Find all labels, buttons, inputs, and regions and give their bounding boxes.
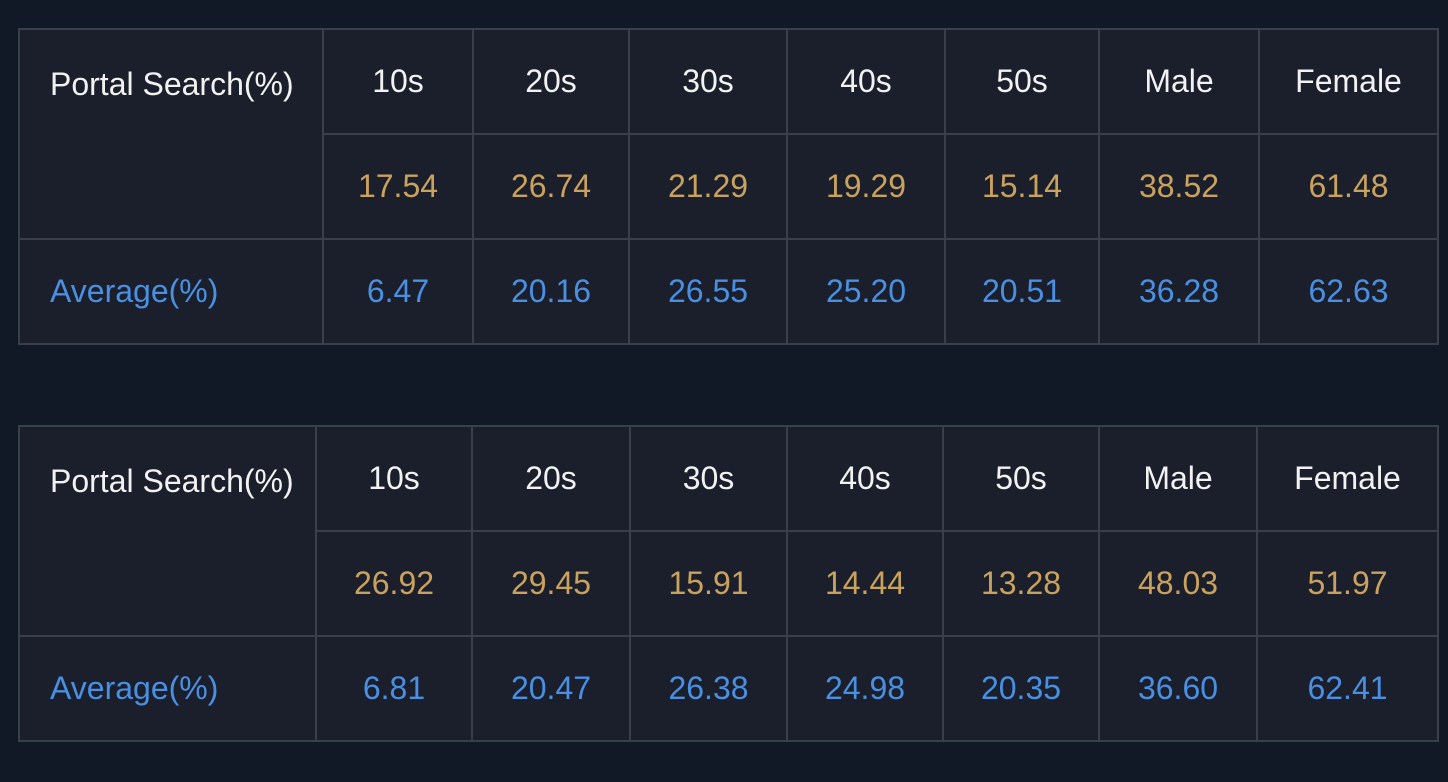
average-cell: 6.81 bbox=[315, 635, 473, 742]
average-cell: 20.16 bbox=[472, 238, 630, 345]
average-cell: 36.60 bbox=[1098, 635, 1258, 742]
value-cell: 15.91 bbox=[629, 530, 788, 637]
value-row: 26.92 29.45 15.91 14.44 13.28 48.03 51.97 bbox=[19, 530, 1439, 637]
average-row: Average(%) 6.81 20.47 26.38 24.98 20.35 36.60 6… bbox=[18, 635, 1439, 742]
row-label: Portal Search(%) bbox=[18, 425, 317, 637]
value-cell: 21.29 bbox=[628, 133, 788, 240]
data-table: Portal Search(%) 10s 20s 30s 40s 50s Male Femal… bbox=[18, 28, 1439, 345]
average-label: Average(%) bbox=[18, 635, 317, 742]
header-row: Portal Search(%) 10s 20s 30s 40s 50s Male Femal… bbox=[18, 28, 1439, 240]
average-cell: 26.38 bbox=[629, 635, 788, 742]
row-label: Portal Search(%) bbox=[18, 28, 324, 240]
average-cell: 24.98 bbox=[786, 635, 944, 742]
column-header: 10s bbox=[322, 28, 474, 135]
column-header: 40s bbox=[786, 28, 946, 135]
value-row: 17.54 26.74 21.29 19.29 15.14 38.52 61.48 bbox=[19, 133, 1439, 240]
data-table: Portal Search(%) 10s 20s 30s 40s 50s Male Femal… bbox=[18, 425, 1439, 742]
column-header: 50s bbox=[942, 425, 1100, 532]
column-header: 30s bbox=[629, 425, 788, 532]
average-cell: 20.35 bbox=[942, 635, 1100, 742]
value-cell: 38.52 bbox=[1098, 133, 1260, 240]
average-cell: 6.47 bbox=[322, 238, 474, 345]
value-cell: 61.48 bbox=[1258, 133, 1439, 240]
column-header: Female bbox=[1258, 28, 1439, 135]
average-cell: 25.20 bbox=[786, 238, 946, 345]
column-header: Male bbox=[1098, 28, 1260, 135]
column-header: Male bbox=[1098, 425, 1258, 532]
column-header: 50s bbox=[944, 28, 1100, 135]
column-header: 30s bbox=[628, 28, 788, 135]
value-cell: 13.28 bbox=[942, 530, 1100, 637]
column-header: 40s bbox=[786, 425, 944, 532]
value-cell: 26.74 bbox=[472, 133, 630, 240]
value-cell: 26.92 bbox=[315, 530, 473, 637]
value-cell: 51.97 bbox=[1256, 530, 1439, 637]
average-cell: 36.28 bbox=[1098, 238, 1260, 345]
average-cell: 62.63 bbox=[1258, 238, 1439, 345]
average-label: Average(%) bbox=[18, 238, 324, 345]
column-header: Female bbox=[1256, 425, 1439, 532]
average-cell: 26.55 bbox=[628, 238, 788, 345]
column-header: 20s bbox=[471, 425, 631, 532]
value-cell: 17.54 bbox=[322, 133, 474, 240]
value-cell: 14.44 bbox=[786, 530, 944, 637]
column-header: 10s bbox=[315, 425, 473, 532]
average-cell: 20.51 bbox=[944, 238, 1100, 345]
value-cell: 29.45 bbox=[471, 530, 631, 637]
average-cell: 62.41 bbox=[1256, 635, 1439, 742]
average-row: Average(%) 6.47 20.16 26.55 25.20 20.51 36.28 6… bbox=[18, 238, 1439, 345]
average-cell: 20.47 bbox=[471, 635, 631, 742]
column-header: 20s bbox=[472, 28, 630, 135]
header-row: Portal Search(%) 10s 20s 30s 40s 50s Male Femal… bbox=[18, 425, 1439, 637]
value-cell: 48.03 bbox=[1098, 530, 1258, 637]
value-cell: 19.29 bbox=[786, 133, 946, 240]
value-cell: 15.14 bbox=[944, 133, 1100, 240]
